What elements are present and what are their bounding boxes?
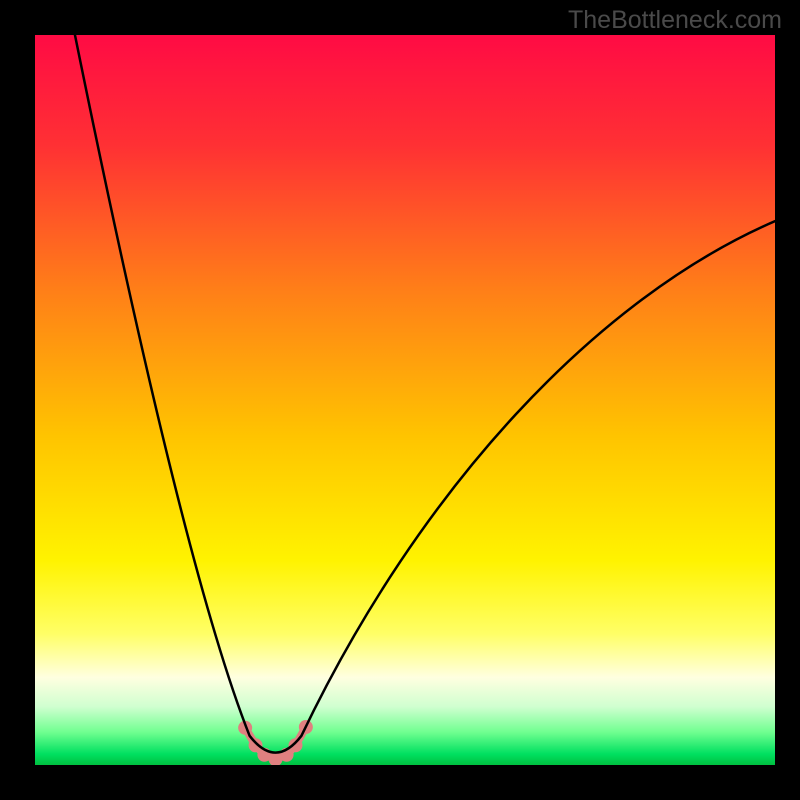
chart-frame: TheBottleneck.com [0, 0, 800, 800]
bottleneck-curve [35, 35, 775, 765]
plot-area [35, 35, 775, 765]
watermark-text: TheBottleneck.com [568, 6, 782, 35]
